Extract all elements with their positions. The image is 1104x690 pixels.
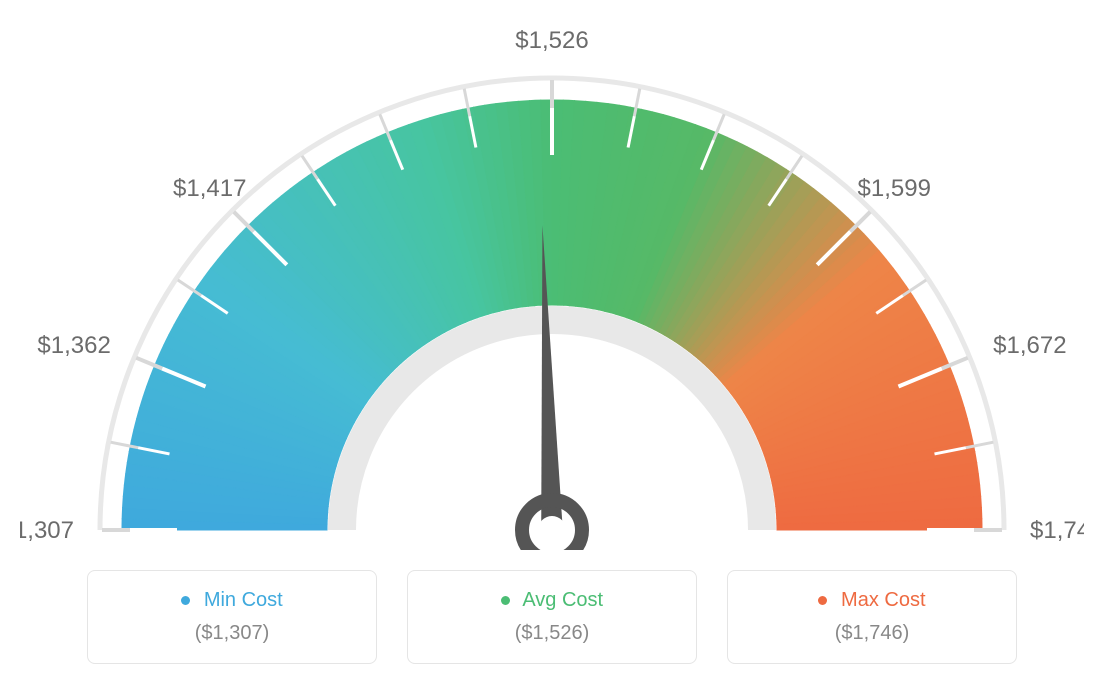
- legend-title-avg: Avg Cost: [432, 589, 672, 612]
- gauge-tick-label: $1,362: [37, 332, 110, 359]
- dot-icon: [818, 596, 827, 605]
- gauge-tick-outer: [850, 212, 870, 232]
- legend-title-max: Max Cost: [752, 589, 992, 612]
- gauge-tick-label: $1,417: [173, 175, 246, 202]
- gauge-tick-label: $1,307: [20, 517, 74, 544]
- gauge-tick-label: $1,672: [993, 332, 1066, 359]
- legend-value-min: ($1,307): [112, 622, 352, 645]
- legend-value-max: ($1,746): [752, 622, 992, 645]
- gauge-hub-inner: [538, 516, 566, 544]
- gauge-tick-label: $1,599: [858, 175, 931, 202]
- gauge-tick-label: $1,746: [1030, 517, 1084, 544]
- legend-row: Min Cost ($1,307) Avg Cost ($1,526) Max …: [20, 570, 1084, 664]
- legend-title-min: Min Cost: [112, 589, 352, 612]
- dot-icon: [501, 596, 510, 605]
- gauge-tick-label: $1,526: [515, 27, 588, 54]
- gauge-svg: $1,307 $1,362 $1,417 $1,526 $1,599 $1,672 $1,7…: [20, 20, 1084, 550]
- legend-label: Min Cost: [204, 589, 283, 611]
- legend-card-avg: Avg Cost ($1,526): [407, 570, 697, 664]
- gauge-chart: $1,307 $1,362 $1,417 $1,526 $1,599 $1,672 $1,7…: [20, 20, 1084, 550]
- legend-label: Max Cost: [841, 589, 925, 611]
- gauge-tick-outer: [234, 212, 254, 232]
- legend-card-max: Max Cost ($1,746): [727, 570, 1017, 664]
- legend-label: Avg Cost: [522, 589, 603, 611]
- dot-icon: [181, 596, 190, 605]
- legend-card-min: Min Cost ($1,307): [87, 570, 377, 664]
- legend-value-avg: ($1,526): [432, 622, 672, 645]
